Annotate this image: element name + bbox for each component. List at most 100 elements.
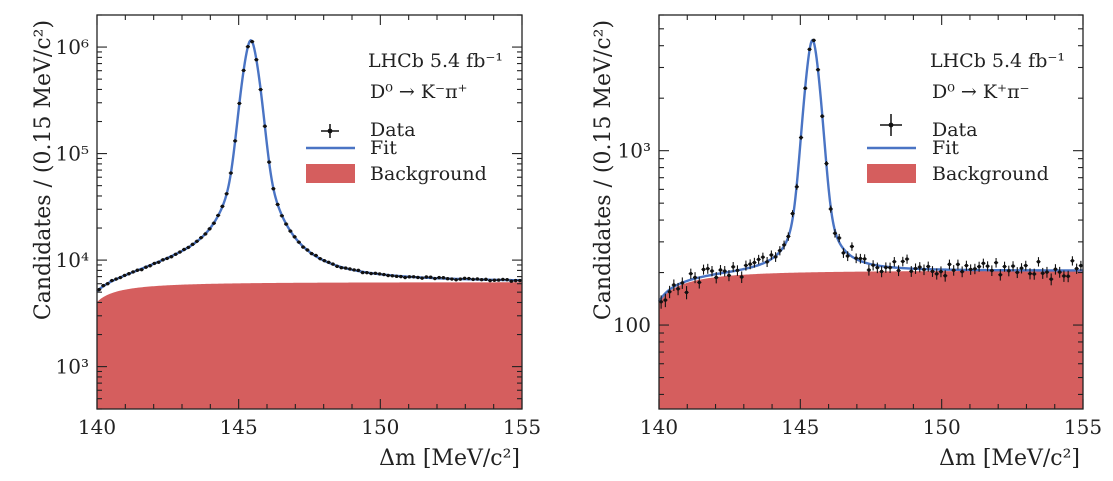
left-data-point bbox=[386, 273, 391, 278]
left-data-point bbox=[207, 227, 212, 231]
left-data-point bbox=[279, 214, 284, 218]
left-data-point bbox=[483, 277, 488, 282]
left-legend-background-label: Background bbox=[370, 163, 487, 185]
right-plot-frame bbox=[658, 14, 1084, 410]
right-data-point bbox=[820, 114, 825, 119]
right-data-point bbox=[981, 258, 986, 269]
right-data-point bbox=[828, 205, 833, 213]
left-data-point bbox=[173, 252, 178, 256]
left-data-point bbox=[109, 278, 114, 283]
right-data-point bbox=[773, 252, 778, 262]
right-data-point bbox=[709, 265, 715, 277]
left-data-point bbox=[122, 273, 127, 278]
left-data-point bbox=[428, 275, 433, 279]
left-data-point bbox=[381, 272, 386, 277]
right-data-point bbox=[659, 295, 664, 309]
right-data-point bbox=[765, 257, 770, 268]
left-data-point bbox=[377, 272, 382, 276]
left-data-point bbox=[160, 258, 165, 262]
left-data-point bbox=[415, 275, 420, 280]
right-data-point bbox=[943, 270, 948, 282]
left-data-point bbox=[471, 277, 476, 282]
left-data-point bbox=[343, 266, 348, 270]
left-data-point bbox=[356, 268, 361, 273]
right-legend-fit-label: Fit bbox=[932, 137, 959, 159]
left-data-point bbox=[488, 278, 493, 283]
right-data-point bbox=[875, 262, 880, 274]
right-data-point bbox=[926, 261, 931, 272]
right-data-point bbox=[1078, 260, 1083, 271]
right-data-point bbox=[688, 268, 693, 280]
left-data-point bbox=[305, 248, 310, 252]
right-data-point bbox=[1015, 267, 1020, 279]
left-data-point bbox=[156, 260, 161, 264]
right-data-point bbox=[879, 266, 884, 278]
left-data-point bbox=[114, 277, 119, 281]
right-panel: 140 145 150 155 100 10³ Candidates / (0.15 Me… bbox=[591, 14, 1102, 471]
left-data-point bbox=[475, 277, 480, 281]
left-data-point bbox=[466, 276, 471, 281]
right-x-tick-label: 145 bbox=[781, 415, 819, 439]
right-x-axis-label: Δm [MeV/c²] bbox=[939, 446, 1080, 471]
right-data-point bbox=[1027, 268, 1033, 280]
right-data-point bbox=[1040, 267, 1045, 279]
right-data-point bbox=[951, 265, 956, 276]
left-data-point bbox=[330, 262, 335, 266]
right-legend-background-swatch bbox=[867, 164, 916, 183]
left-legend: Data Fit Background bbox=[306, 119, 487, 185]
right-data-point bbox=[977, 261, 982, 272]
left-data-point bbox=[296, 240, 301, 244]
left-data-point bbox=[228, 171, 233, 175]
right-data-point bbox=[849, 242, 855, 251]
left-data-point bbox=[186, 245, 191, 250]
right-data-point bbox=[1036, 257, 1041, 267]
right-data-point bbox=[871, 260, 876, 271]
right-data-point bbox=[909, 266, 914, 277]
right-data-point bbox=[722, 266, 727, 277]
right-data-point bbox=[866, 264, 871, 276]
right-y-axis-label: Candidates / (0.15 MeV/c²) bbox=[591, 20, 616, 320]
left-data-point bbox=[454, 278, 459, 282]
left-y-tick-label: 10⁶ bbox=[56, 35, 89, 59]
left-data-point bbox=[437, 275, 442, 280]
left-data-point bbox=[318, 256, 323, 261]
left-data-point bbox=[271, 187, 276, 191]
right-data-point bbox=[913, 263, 918, 274]
right-data-point bbox=[989, 265, 994, 277]
left-data-point bbox=[369, 271, 374, 276]
right-legend: Data Fit Background bbox=[867, 114, 1049, 185]
right-data-point bbox=[680, 277, 685, 289]
right-x-tick-label: 150 bbox=[923, 415, 961, 439]
right-data-point bbox=[862, 254, 867, 264]
right-data-point bbox=[917, 262, 922, 273]
left-data-point bbox=[288, 229, 293, 233]
left-legend-data-label: Data bbox=[370, 119, 416, 141]
right-data-point bbox=[887, 262, 893, 274]
left-y-axis-label: Candidates / (0.15 MeV/c²) bbox=[31, 20, 56, 320]
right-data-point bbox=[1044, 266, 1050, 278]
right-data-point bbox=[883, 262, 888, 273]
left-data-point bbox=[284, 222, 289, 226]
right-legend-data-marker bbox=[880, 114, 902, 136]
left-data-point bbox=[492, 278, 497, 282]
right-data-point bbox=[832, 229, 838, 238]
right-data-point bbox=[998, 269, 1003, 281]
left-data-point bbox=[424, 275, 429, 279]
left-data-point bbox=[118, 275, 123, 280]
left-legend-background-swatch bbox=[306, 164, 355, 183]
left-data-point bbox=[203, 232, 208, 236]
left-data-point bbox=[352, 268, 357, 272]
right-data-point bbox=[1023, 260, 1028, 271]
left-data-point bbox=[313, 253, 318, 258]
left-data-point bbox=[322, 258, 327, 263]
left-data-point bbox=[458, 277, 463, 281]
left-data-point bbox=[262, 124, 267, 128]
left-data-point bbox=[335, 264, 340, 269]
right-data-point bbox=[667, 285, 672, 299]
left-panel: 140 145 150 155 10³ 10⁴ 10⁵ 10⁶ Candidates / (0… bbox=[31, 14, 541, 471]
left-data-point bbox=[143, 265, 148, 269]
right-data-point bbox=[837, 233, 842, 243]
left-data-point bbox=[224, 192, 229, 196]
left-data-point bbox=[97, 287, 102, 292]
left-data-point bbox=[275, 202, 280, 207]
